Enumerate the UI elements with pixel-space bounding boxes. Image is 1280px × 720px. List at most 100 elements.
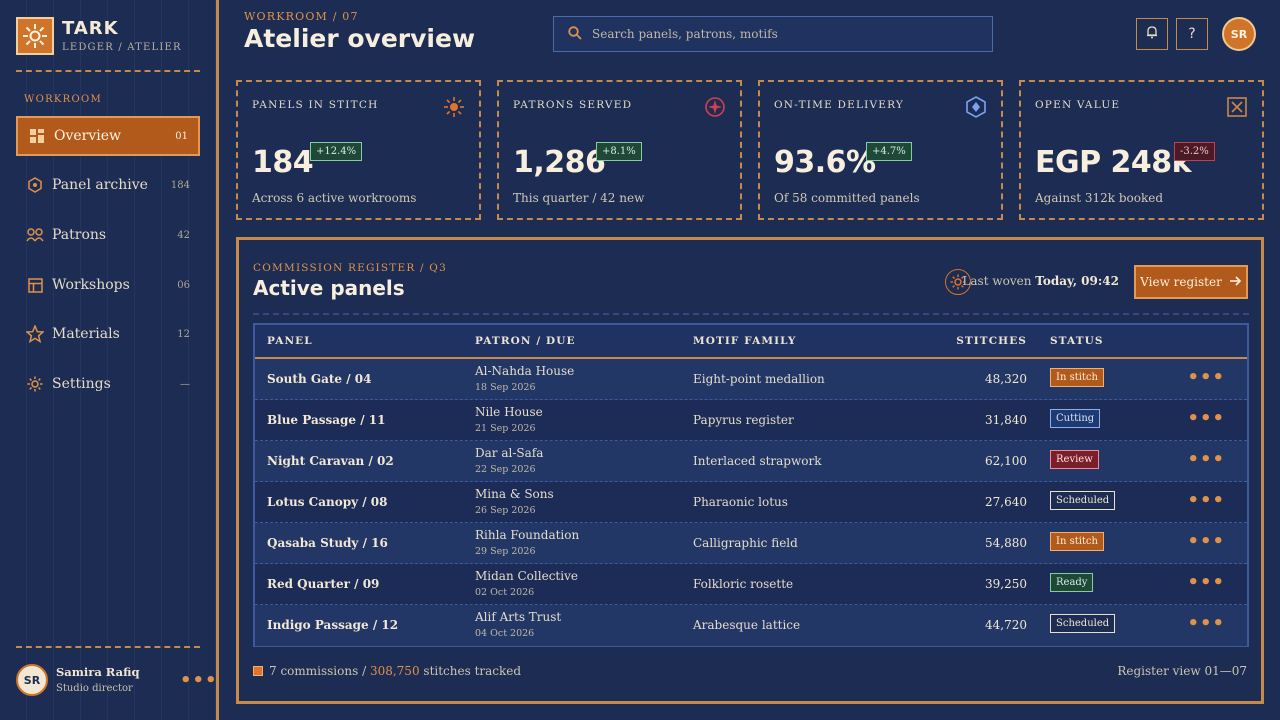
row-more-icon[interactable]: ••• <box>1187 449 1225 470</box>
table-row[interactable]: Lotus Canopy / 08 Mina & Sons 26 Sep 2026 P… <box>255 482 1247 523</box>
sidebar-item-materials[interactable]: Materials 12 <box>16 314 200 354</box>
sidebar-item-count: 06 <box>177 279 190 291</box>
stat-card-open-value: OPEN VALUE EGP 248k -3.2% Against 312k b… <box>1019 80 1264 220</box>
search-bar[interactable] <box>553 16 993 52</box>
table-row[interactable]: Red Quarter / 09 Midan Collective 02 Oct 2… <box>255 564 1247 605</box>
column-header-patron[interactable]: PATRON / DUE <box>475 335 576 347</box>
row-more-icon[interactable]: ••• <box>1187 572 1225 593</box>
compass-icon <box>704 96 726 118</box>
help-button[interactable]: ? <box>1176 18 1208 50</box>
stat-subtitle: This quarter / 42 new <box>513 191 645 205</box>
column-header-stitches[interactable]: STITCHES <box>956 335 1027 347</box>
stat-delta-badge: +8.1% <box>596 142 642 161</box>
sidebar-item-settings[interactable]: Settings — <box>16 364 200 404</box>
cell-stitches: 31,840 <box>985 413 1027 427</box>
last-woven-label: Last woven <box>962 274 1032 288</box>
user-role: Studio director <box>56 683 133 694</box>
user-name: Samira Rafiq <box>56 665 140 679</box>
stat-value: EGP 248k <box>1035 145 1192 180</box>
cell-motif: Arabesque lattice <box>693 618 801 632</box>
last-woven-time: Today, 09:42 <box>1035 274 1119 288</box>
column-header-panel[interactable]: PANEL <box>267 335 313 347</box>
box-x-icon <box>1226 96 1248 118</box>
sidebar-item-workshops[interactable]: Workshops 06 <box>16 265 200 305</box>
cell-due-date: 21 Sep 2026 <box>475 423 536 434</box>
table-row[interactable]: Night Caravan / 02 Dar al-Safa 22 Sep 2026… <box>255 441 1247 482</box>
more-icon[interactable]: ••• <box>180 670 218 691</box>
bell-icon <box>1145 25 1159 43</box>
sidebar: TARK LEDGER / ATELIER WORKROOM Overview … <box>0 0 218 720</box>
stat-delta-badge: +4.7% <box>866 142 912 161</box>
row-more-icon[interactable]: ••• <box>1187 613 1225 634</box>
stat-title: OPEN VALUE <box>1035 99 1121 111</box>
view-register-button[interactable]: View register <box>1134 265 1248 299</box>
table-row[interactable]: Qasaba Study / 16 Rihla Foundation 29 Sep … <box>255 523 1247 564</box>
cell-patron: Dar al-Safa <box>475 446 544 460</box>
sidebar-item-label: Panel archive <box>52 177 148 193</box>
avatar: SR <box>16 664 48 696</box>
table-row[interactable]: Blue Passage / 11 Nile House 21 Sep 2026 Pa… <box>255 400 1247 441</box>
cell-panel: South Gate / 04 <box>267 372 372 386</box>
sidebar-item-label: Patrons <box>52 227 107 243</box>
status-badge: Review <box>1050 450 1099 469</box>
row-more-icon[interactable]: ••• <box>1187 490 1225 511</box>
user-profile[interactable]: SR Samira Rafiq Studio director <box>16 664 139 696</box>
sun-icon <box>443 96 465 118</box>
status-badge: Ready <box>1050 573 1094 592</box>
last-woven-status: Last woven Today, 09:42 <box>962 274 1119 288</box>
status-badge: In stitch <box>1050 368 1104 387</box>
sidebar-border <box>216 0 219 720</box>
sidebar-item-count: — <box>180 378 190 390</box>
search-input[interactable] <box>592 27 972 41</box>
status-badge: Scheduled <box>1050 614 1116 633</box>
column-header-motif[interactable]: MOTIF FAMILY <box>693 335 797 347</box>
sidebar-item-label: Overview <box>54 128 122 144</box>
cell-stitches: 39,250 <box>985 577 1027 591</box>
header-avatar[interactable]: SR <box>1222 17 1256 51</box>
stat-subtitle: Of 58 committed panels <box>774 191 920 205</box>
sidebar-item-patrons[interactable]: Patrons 42 <box>16 215 200 255</box>
commission-table: PANEL PATRON / DUE MOTIF FAMILY STITCHES… <box>253 323 1249 647</box>
sidebar-item-overview[interactable]: Overview 01 <box>16 116 200 156</box>
cell-motif: Interlaced strapwork <box>693 454 822 468</box>
cell-motif: Eight-point medallion <box>693 372 825 386</box>
brand[interactable]: TARK LEDGER / ATELIER <box>16 17 181 55</box>
table-header: PANEL PATRON / DUE MOTIF FAMILY STITCHES… <box>255 325 1247 359</box>
register-footer: 7 commissions / 308,750 stitches tracked <box>253 664 521 678</box>
cell-patron: Al-Nahda House <box>475 364 575 378</box>
cell-patron: Nile House <box>475 405 543 419</box>
stat-title: PATRONS SERVED <box>513 99 633 111</box>
panel-breadcrumb: COMMISSION REGISTER / Q3 <box>253 262 447 274</box>
stat-delta-badge: +12.4% <box>310 142 363 161</box>
cell-due-date: 18 Sep 2026 <box>475 382 536 393</box>
cell-motif: Folkloric rosette <box>693 577 794 591</box>
table-row[interactable]: South Gate / 04 Al-Nahda House 18 Sep 2026… <box>255 359 1247 400</box>
stat-title: PANELS IN STITCH <box>252 99 379 111</box>
cell-stitches: 48,320 <box>985 372 1027 386</box>
cell-motif: Pharaonic lotus <box>693 495 788 509</box>
sidebar-item-label: Settings <box>52 376 111 392</box>
row-more-icon[interactable]: ••• <box>1187 408 1225 429</box>
cell-due-date: 02 Oct 2026 <box>475 587 535 598</box>
cell-stitches: 27,640 <box>985 495 1027 509</box>
row-more-icon[interactable]: ••• <box>1187 367 1225 388</box>
table-row[interactable]: Indigo Passage / 12 Alif Arts Trust 04 Oct… <box>255 605 1247 646</box>
sidebar-item-count: 01 <box>175 130 188 142</box>
stat-title: ON-TIME DELIVERY <box>774 99 905 111</box>
cell-patron: Mina & Sons <box>475 487 554 501</box>
notifications-button[interactable] <box>1136 18 1168 50</box>
stat-value: 93.6% <box>774 145 876 180</box>
divider <box>253 313 1249 315</box>
stat-subtitle: Across 6 active workrooms <box>252 191 417 205</box>
arrow-right-icon <box>1229 275 1242 289</box>
divider <box>16 70 200 72</box>
row-more-icon[interactable]: ••• <box>1187 531 1225 552</box>
commission-register-panel: COMMISSION REGISTER / Q3 Active panels L… <box>236 237 1264 704</box>
column-header-status[interactable]: STATUS <box>1050 335 1104 347</box>
brand-subtitle: LEDGER / ATELIER <box>62 42 182 53</box>
stat-card-panels: PANELS IN STITCH 184 +12.4% Across 6 act… <box>236 80 481 220</box>
layout-icon <box>26 276 44 294</box>
cell-due-date: 04 Oct 2026 <box>475 628 535 639</box>
sidebar-item-panel-archive[interactable]: Panel archive 184 <box>16 165 200 205</box>
cell-stitches: 54,880 <box>985 536 1027 550</box>
